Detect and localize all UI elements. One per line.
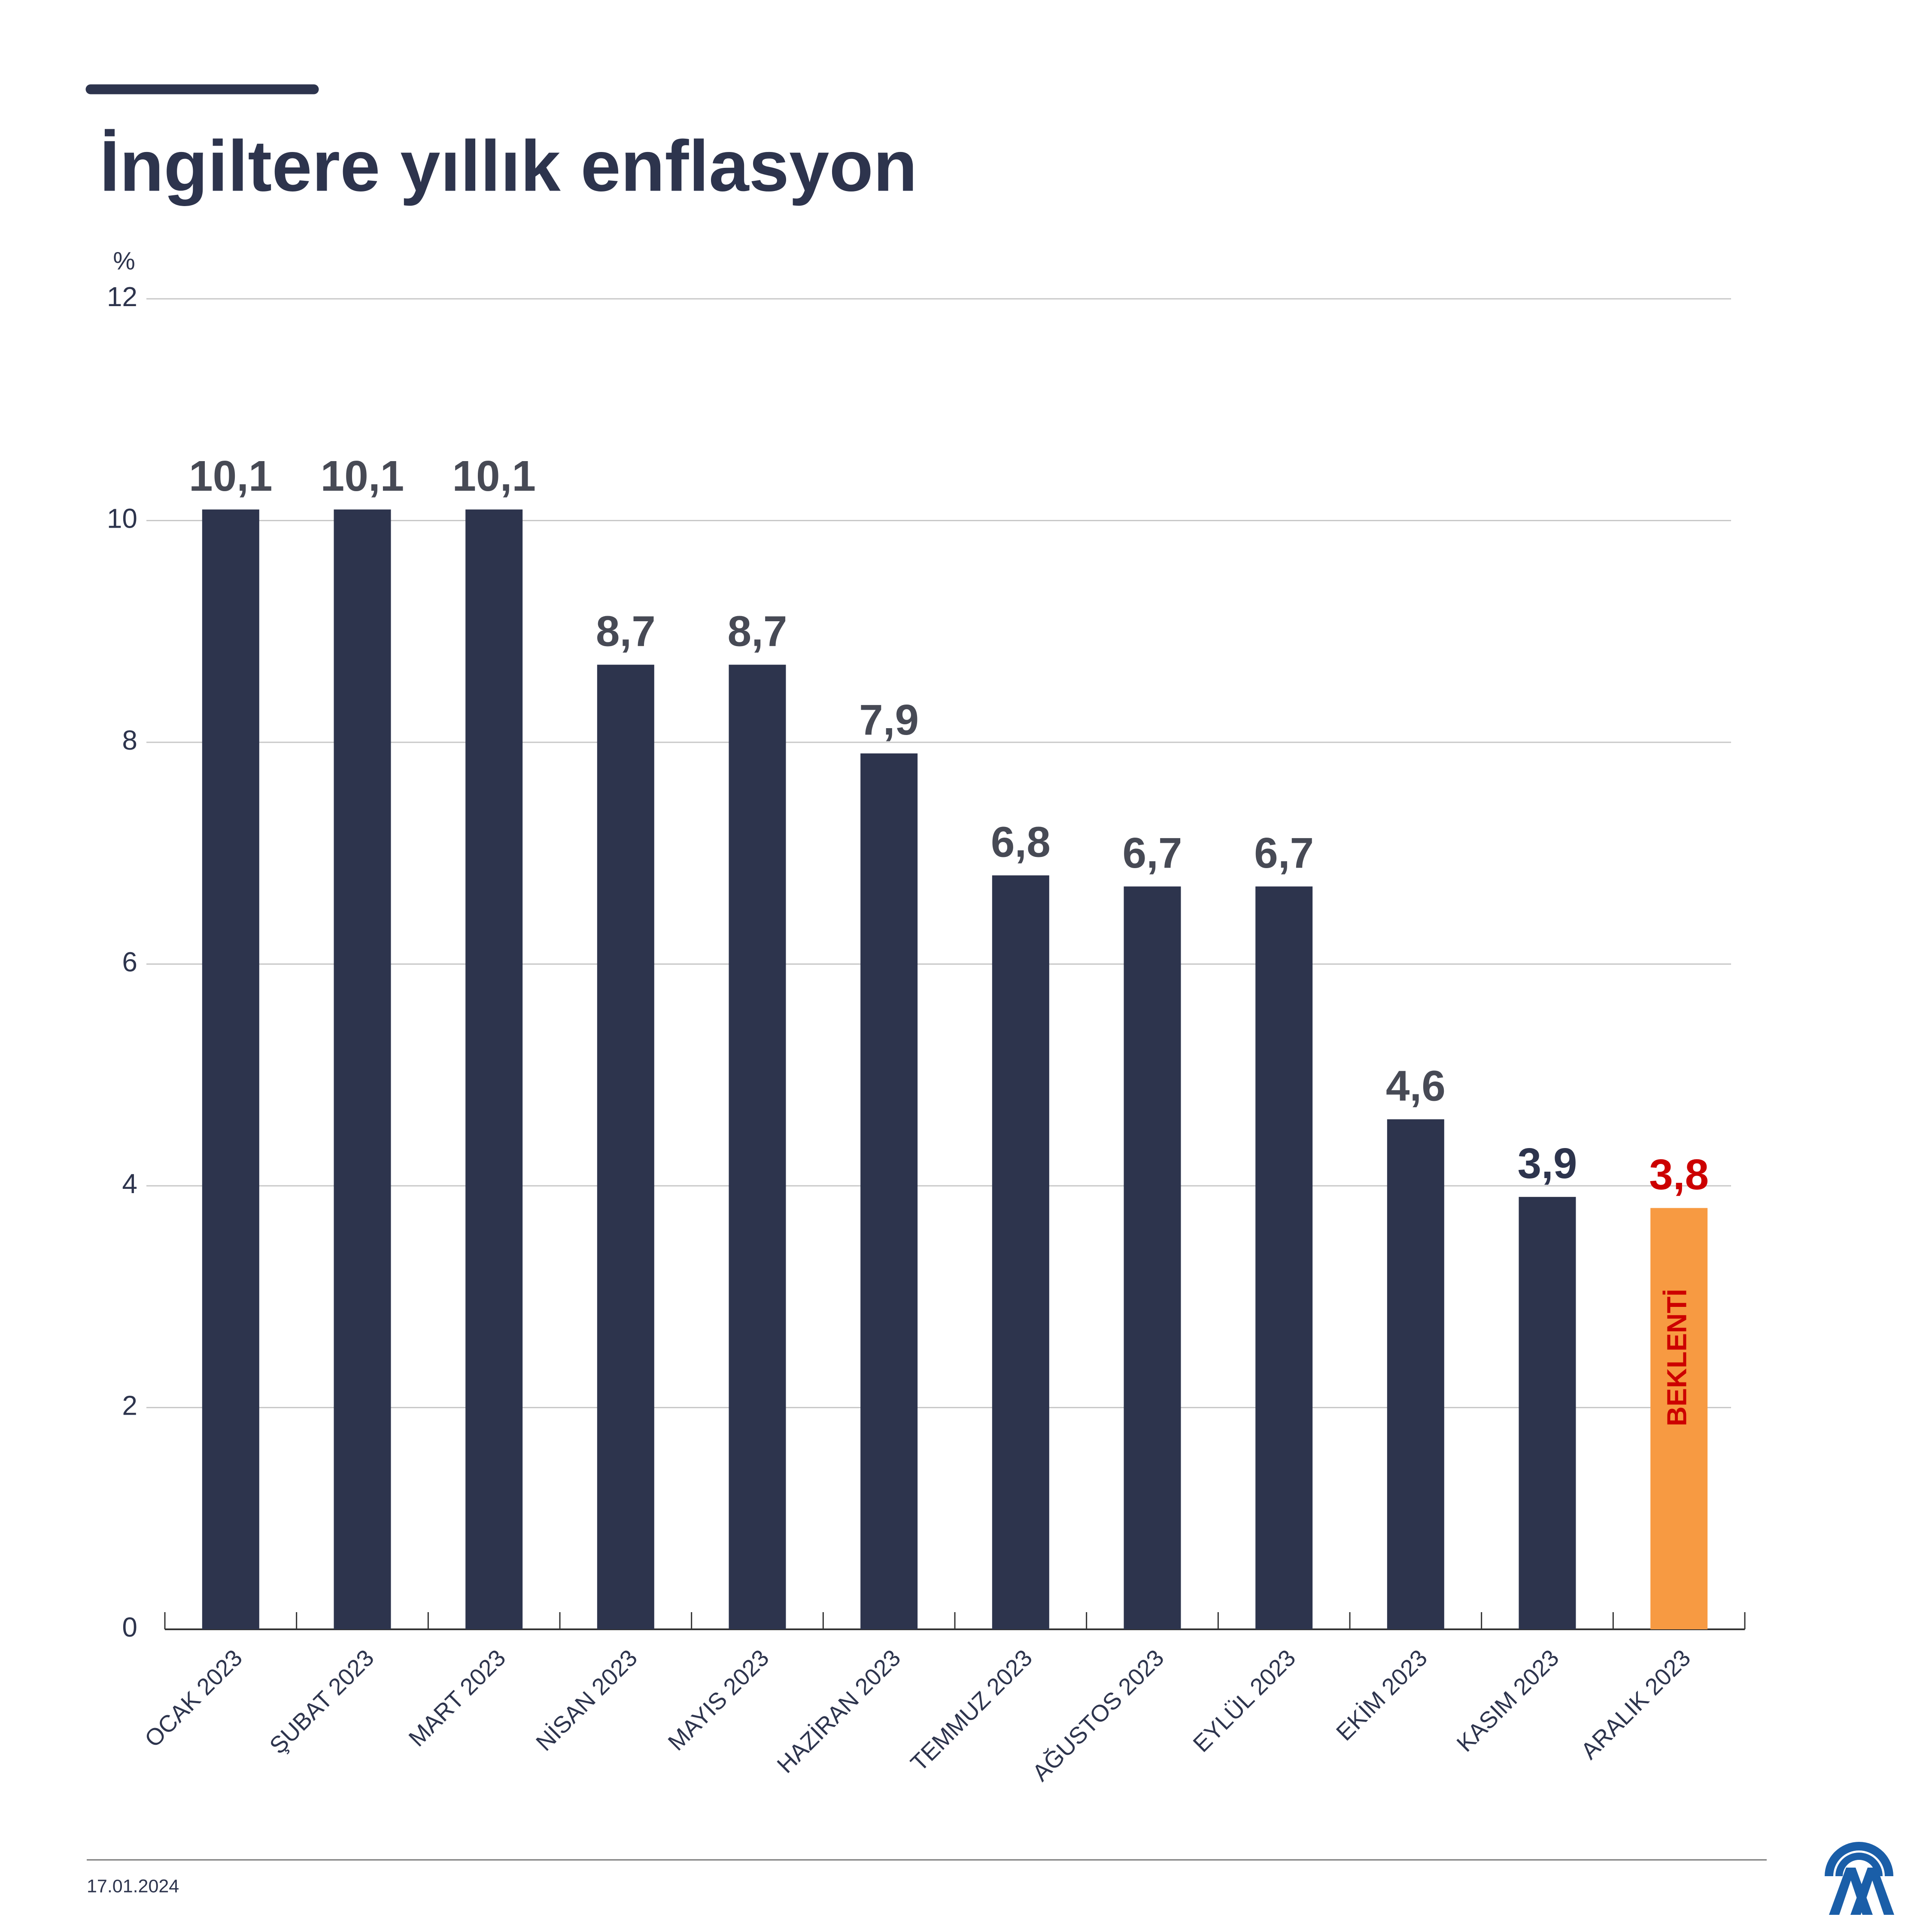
value-label: 8,7 bbox=[727, 608, 787, 656]
bar bbox=[465, 509, 523, 1629]
y-tick-label: 4 bbox=[122, 1168, 137, 1199]
bar bbox=[597, 665, 654, 1629]
y-tick-label: 10 bbox=[107, 503, 137, 534]
value-label: 6,8 bbox=[991, 818, 1051, 866]
value-label: 6,7 bbox=[1254, 829, 1314, 877]
y-tick-label: 0 bbox=[122, 1612, 137, 1643]
value-label: 8,7 bbox=[596, 608, 656, 656]
bar bbox=[992, 875, 1049, 1629]
value-label: 10,1 bbox=[452, 452, 536, 500]
value-label: 3,9 bbox=[1517, 1139, 1577, 1188]
y-unit: % bbox=[113, 247, 135, 275]
logo bbox=[1825, 1842, 1894, 1915]
y-tick-label: 8 bbox=[122, 725, 137, 756]
bar bbox=[729, 665, 786, 1629]
bar-annotation: BEKLENTİ bbox=[1662, 1289, 1692, 1426]
bar bbox=[1387, 1119, 1444, 1629]
value-label: 10,1 bbox=[189, 452, 273, 500]
bar bbox=[860, 753, 918, 1629]
value-label: 10,1 bbox=[321, 452, 404, 500]
logo-arc bbox=[1835, 1853, 1883, 1876]
logo-arc bbox=[1825, 1842, 1893, 1876]
chart-title: İngiltere yıllık enflasyon bbox=[100, 125, 917, 206]
y-tick-label: 6 bbox=[122, 946, 137, 977]
value-label: 3,8 bbox=[1649, 1151, 1709, 1199]
bar bbox=[1650, 1208, 1708, 1629]
y-tick-label: 12 bbox=[107, 281, 137, 312]
bar bbox=[1255, 886, 1313, 1629]
logo-a bbox=[1850, 1868, 1894, 1915]
y-tick-label: 2 bbox=[122, 1390, 137, 1421]
value-label: 7,9 bbox=[859, 696, 919, 744]
bar bbox=[334, 509, 391, 1629]
bar bbox=[1519, 1197, 1576, 1629]
value-label: 4,6 bbox=[1386, 1062, 1446, 1110]
date: 17.01.2024 bbox=[87, 1876, 179, 1896]
bar bbox=[1124, 886, 1181, 1629]
bar bbox=[202, 509, 259, 1629]
value-label: 6,7 bbox=[1122, 829, 1182, 877]
